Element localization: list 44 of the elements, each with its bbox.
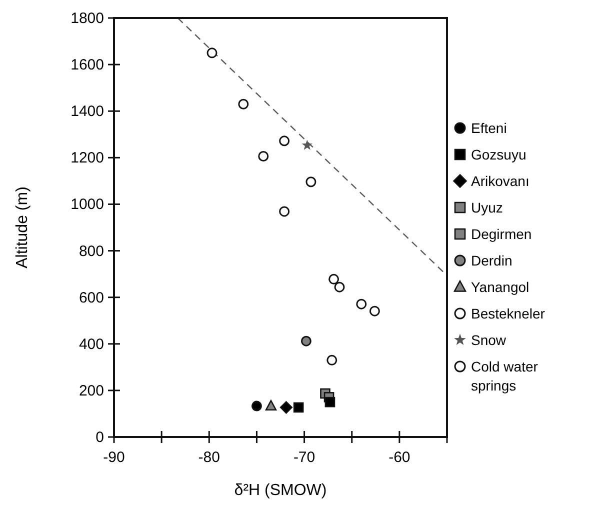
x-tick-label: -90 [103,449,125,466]
y-tick-label: 1400 [70,103,104,120]
y-tick-label: 800 [78,242,104,260]
x-axis-title: δ²H (SMOW) [234,482,327,499]
point [206,48,218,58]
point [334,282,345,292]
point [306,176,316,188]
point [293,402,304,413]
y-tick-label: 0 [96,429,104,446]
y-tick-label: 1600 [70,56,104,74]
point [326,354,338,366]
point [258,151,269,162]
legend-label: Cold water springs [471,358,538,394]
x-tick-label: -60 [388,449,410,466]
point [279,206,290,217]
point [356,298,367,310]
legend-label: Degirmen [471,226,532,242]
y-tick-label: 1200 [70,150,104,167]
point [300,336,312,346]
legend-label: Efteni [471,120,507,136]
y-tick-label: 400 [78,336,104,353]
point [328,274,340,284]
point [279,136,290,146]
x-tick-label: -70 [293,449,316,466]
legend-label: Gozsuyu [471,146,526,162]
y-tick-label: 200 [78,382,104,400]
legend-label: Bestekneler [471,306,546,322]
point [369,306,380,316]
legend-label: Uyuz [471,200,503,216]
point [238,98,249,110]
point [280,401,292,414]
y-axis-title: Altitude (m) [14,186,31,268]
legend-label: Derdin [471,252,512,268]
y-tick-label: 1800 [70,10,104,27]
point [324,396,336,408]
y-tick-label: 600 [78,289,104,306]
legend-label: Yanangol [471,279,530,295]
legend-label: Snow [471,332,507,348]
legend-label: Arikovanı [471,173,530,189]
point [251,400,262,412]
y-tick-label: 1000 [70,196,104,214]
x-tick-label: -80 [198,449,220,466]
point [302,140,312,150]
point [265,400,277,411]
